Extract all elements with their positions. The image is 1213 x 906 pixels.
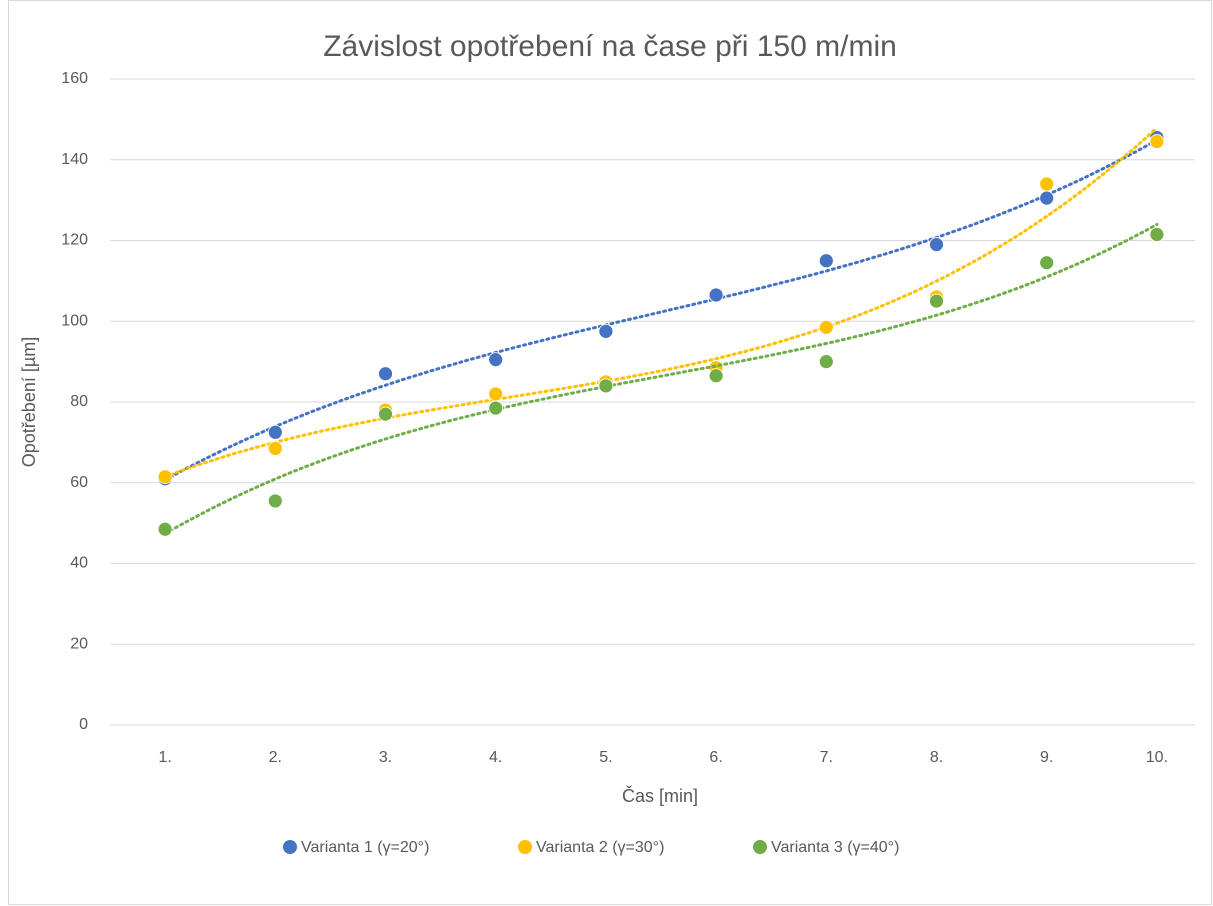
y-axis-label: Opotřebení [µm] (19, 337, 39, 467)
x-tick-label: 10. (1146, 749, 1168, 766)
point (378, 366, 393, 382)
point (1039, 176, 1055, 192)
legend-marker (753, 840, 767, 854)
x-tick-label: 9. (1040, 749, 1053, 766)
point (267, 441, 283, 456)
point (157, 469, 173, 485)
legend-marker (283, 840, 297, 854)
x-tick-label: 3. (379, 749, 392, 766)
y-tick-label: 60 (70, 474, 88, 491)
point (488, 400, 504, 416)
point (378, 406, 393, 422)
y-tick-label: 160 (61, 70, 88, 87)
point (267, 493, 283, 509)
point (267, 424, 283, 440)
point (818, 253, 834, 269)
y-tick-label: 100 (61, 312, 88, 329)
x-tick-label: 8. (930, 749, 943, 766)
legend-label: Varianta 3 (γ=40°) (771, 839, 899, 856)
point (598, 378, 614, 394)
point (598, 323, 614, 339)
y-tick-label: 20 (70, 635, 88, 652)
y-tick-label: 80 (70, 393, 88, 410)
point (929, 237, 944, 252)
y-tick-label: 40 (70, 555, 88, 572)
chart-frame (8, 0, 1212, 905)
x-tick-label: 6. (709, 749, 722, 766)
point (157, 521, 173, 537)
point (929, 293, 944, 309)
y-tick-label: 0 (79, 716, 88, 733)
point (708, 287, 724, 303)
x-tick-label: 1. (158, 749, 171, 766)
x-tick-label: 7. (820, 749, 833, 766)
point (1149, 134, 1165, 149)
x-tick-label: 2. (269, 749, 282, 766)
chart-title: Závislost opotřebení na čase při 150 m/m… (323, 30, 897, 63)
legend-label: Varianta 2 (γ=30°) (536, 839, 664, 856)
y-tick-label: 120 (61, 232, 88, 249)
point (1039, 255, 1055, 271)
point (488, 386, 504, 402)
point (818, 354, 834, 370)
trendline (163, 138, 1159, 482)
x-tick-label: 5. (599, 749, 612, 766)
y-tick-label: 140 (61, 151, 88, 168)
x-axis-label: Čas [min] (622, 785, 698, 806)
trendline (163, 126, 1159, 479)
point (1149, 227, 1165, 242)
legend-label: Varianta 1 (γ=20°) (301, 839, 429, 856)
trendline (163, 223, 1159, 536)
point (488, 352, 504, 368)
point (708, 368, 724, 384)
legend-marker (518, 840, 532, 854)
point (818, 319, 834, 335)
x-tick-label: 4. (489, 749, 502, 766)
point (1039, 190, 1055, 206)
